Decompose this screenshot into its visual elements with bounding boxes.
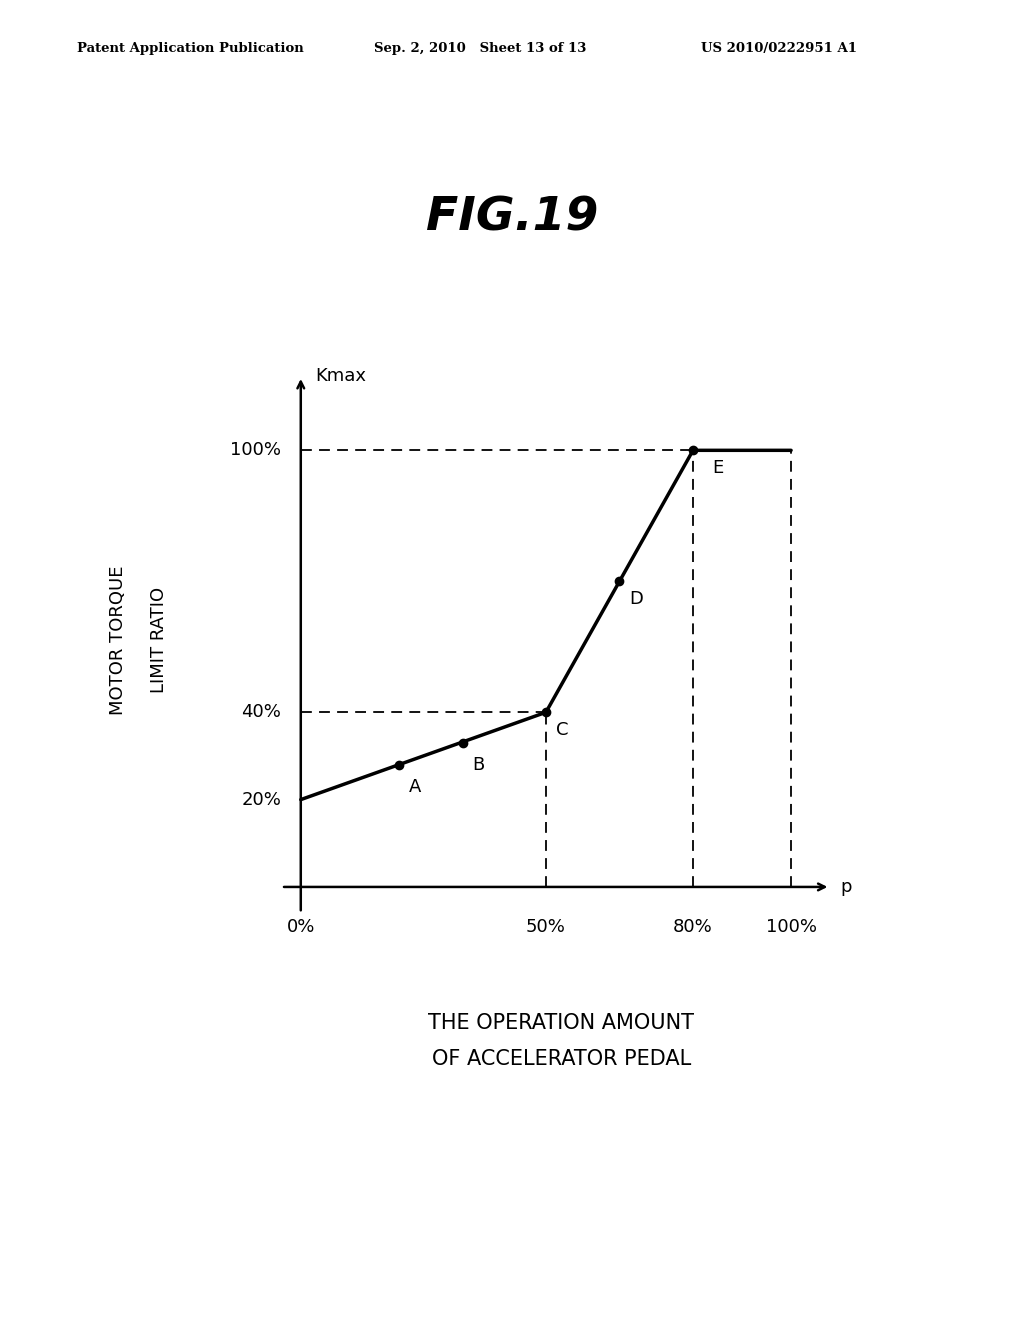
Text: A: A — [409, 777, 421, 796]
Text: MOTOR TORQUE: MOTOR TORQUE — [109, 565, 127, 715]
Text: 100%: 100% — [766, 917, 816, 936]
Text: US 2010/0222951 A1: US 2010/0222951 A1 — [701, 42, 857, 55]
Text: 50%: 50% — [526, 917, 566, 936]
Text: THE OPERATION AMOUNT: THE OPERATION AMOUNT — [428, 1012, 694, 1034]
Text: LIMIT RATIO: LIMIT RATIO — [150, 587, 168, 693]
Text: 40%: 40% — [242, 704, 282, 721]
Text: B: B — [472, 756, 484, 774]
Text: 100%: 100% — [230, 441, 282, 459]
Text: OF ACCELERATOR PEDAL: OF ACCELERATOR PEDAL — [431, 1048, 691, 1069]
Text: D: D — [630, 590, 643, 609]
Text: p: p — [840, 878, 852, 896]
Text: Kmax: Kmax — [315, 367, 367, 385]
Text: 20%: 20% — [242, 791, 282, 809]
Text: Patent Application Publication: Patent Application Publication — [77, 42, 303, 55]
Text: 0%: 0% — [287, 917, 315, 936]
Text: C: C — [556, 721, 568, 739]
Text: E: E — [713, 459, 724, 477]
Text: Sep. 2, 2010   Sheet 13 of 13: Sep. 2, 2010 Sheet 13 of 13 — [374, 42, 586, 55]
Text: FIG.19: FIG.19 — [426, 195, 598, 240]
Text: 80%: 80% — [673, 917, 713, 936]
